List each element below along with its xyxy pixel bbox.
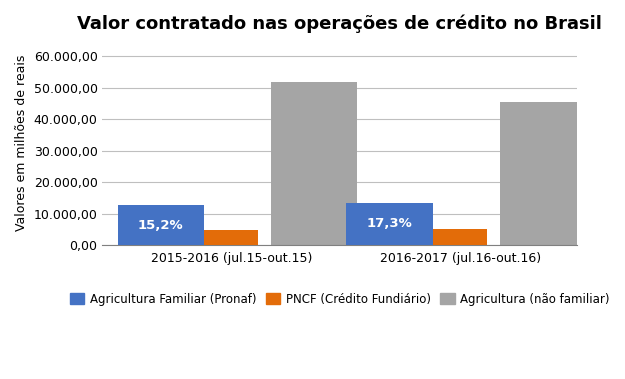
Bar: [118, 205, 204, 245]
Text: 15,2%: 15,2%: [138, 219, 184, 232]
Y-axis label: Valores em milhões de reais: Valores em milhões de reais: [15, 55, 28, 231]
Bar: [180, 230, 258, 245]
Bar: [271, 81, 358, 245]
Bar: [500, 102, 586, 245]
Bar: [346, 203, 432, 245]
Bar: [409, 229, 487, 245]
Text: 17,3%: 17,3%: [367, 218, 413, 230]
Title: Valor contratado nas operações de crédito no Brasil: Valor contratado nas operações de crédit…: [78, 15, 602, 33]
Legend: Agricultura Familiar (Pronaf), PNCF (Crédito Fundiário), Agricultura (não famili: Agricultura Familiar (Pronaf), PNCF (Cré…: [65, 288, 615, 310]
